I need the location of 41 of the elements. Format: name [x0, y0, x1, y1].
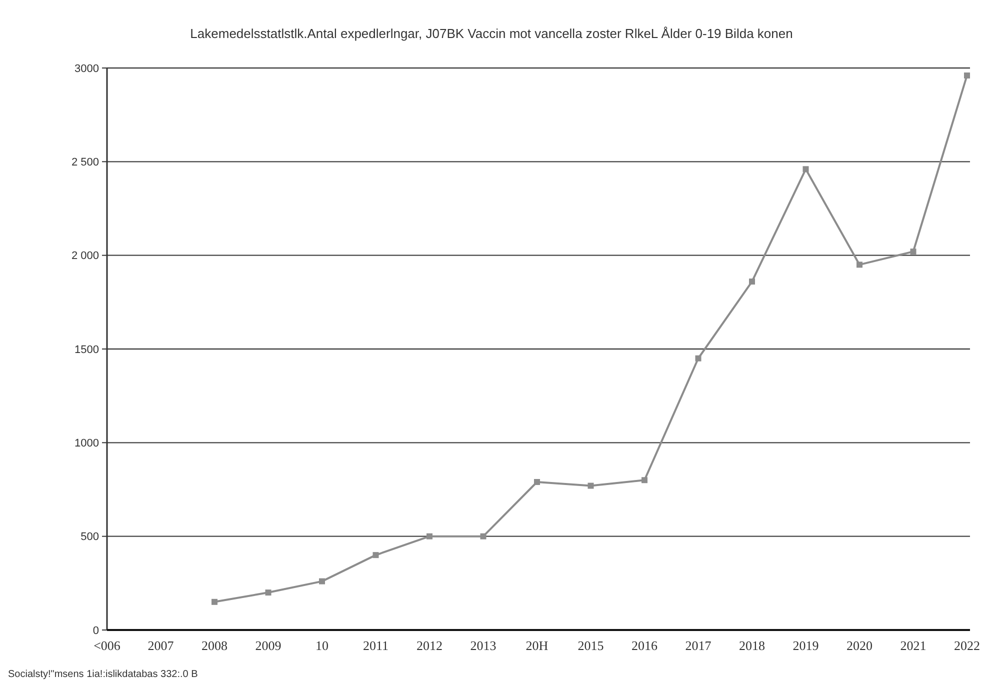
- text: Socialsty!"msens 1ia!:islikdatabas 332:.0 B: [8, 669, 198, 680]
- x-tick-label: 2015: [578, 638, 604, 653]
- point: [372, 552, 379, 558]
- y-tick-label: 1500: [74, 344, 99, 356]
- x-tick-label: 2018: [739, 638, 765, 653]
- x-tick-label: 2022: [954, 638, 980, 653]
- x-tick-label: <006: [94, 638, 121, 653]
- y-tick-label: 500: [80, 531, 99, 544]
- x-tick-label: 2017: [685, 638, 712, 653]
- point: [749, 278, 755, 285]
- x-tick-label: 2021: [900, 638, 926, 653]
- x-tick-label: 2019: [792, 638, 819, 653]
- y-tick-label: 2 000: [71, 250, 99, 262]
- point: [910, 248, 916, 255]
- y-tick-label: 2 500: [71, 156, 99, 169]
- x-tick-label: 2013: [470, 638, 496, 653]
- point: [964, 72, 970, 78]
- y-tick-label: 0: [92, 624, 99, 637]
- x-tick-label: 20H: [526, 638, 548, 653]
- point: [856, 262, 862, 268]
- x-tick-label: 2007: [148, 638, 174, 653]
- point: [695, 355, 702, 362]
- x-tick-label: 2012: [416, 638, 442, 653]
- point: [265, 590, 272, 596]
- x-tick-label: 2009: [255, 638, 282, 653]
- x-tick-label: 10: [316, 638, 328, 653]
- point: [319, 578, 325, 584]
- point: [426, 533, 432, 540]
- chart-title: Lakemedelsstatlstlk.Antal expedlerlngar, J07BK Vaccin mot vancella zoster RlkeL Ålder 0-19 Bilda konen: [190, 26, 793, 41]
- point: [642, 477, 648, 484]
- y-tick-label: 1000: [74, 438, 99, 450]
- point: [212, 598, 218, 605]
- x-tick-label: 2016: [632, 638, 658, 653]
- point: [480, 533, 486, 540]
- x-tick-label: 2008: [202, 638, 228, 653]
- y-tick-label: 3000: [74, 62, 99, 75]
- point: [534, 479, 540, 486]
- point: [802, 166, 809, 172]
- point: [588, 482, 594, 489]
- x-tick-label: 2011: [362, 638, 389, 653]
- x-tick-label: 2020: [846, 638, 872, 653]
